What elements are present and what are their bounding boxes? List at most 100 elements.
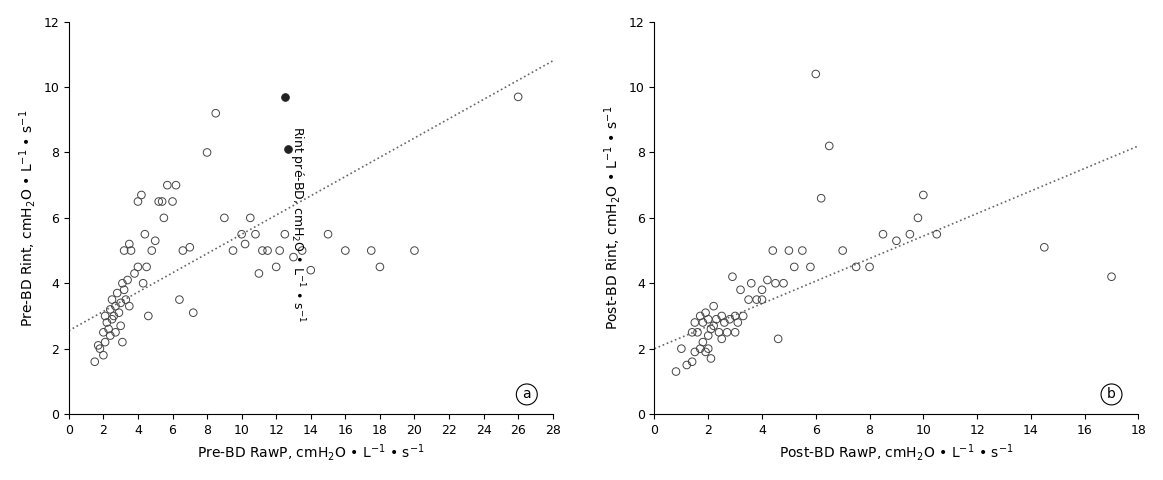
Point [129, 263, 148, 271]
Point [697, 348, 715, 356]
Point [758, 276, 777, 284]
Point [927, 230, 946, 238]
Point [705, 302, 723, 310]
Point [683, 328, 701, 336]
Point [691, 345, 709, 352]
Point [847, 263, 865, 271]
Point [115, 286, 134, 294]
Point [779, 247, 798, 254]
Point [763, 247, 782, 254]
Point [133, 191, 151, 199]
Point [149, 198, 167, 205]
Point [94, 328, 113, 336]
Point [693, 338, 712, 346]
Point [666, 368, 685, 375]
Point [108, 289, 127, 297]
Point [101, 306, 120, 313]
Point [685, 348, 704, 356]
Point [914, 191, 933, 199]
Point [91, 345, 109, 352]
Point [509, 93, 528, 101]
Point [99, 325, 117, 333]
Point [742, 279, 761, 287]
Point [158, 181, 177, 189]
Point [740, 296, 758, 303]
Point [101, 332, 120, 339]
Point [683, 358, 701, 366]
Point [697, 309, 715, 316]
Point [785, 263, 804, 271]
Point [701, 355, 720, 362]
Point [106, 328, 124, 336]
X-axis label: Post-BD RawP, cmH$_2$O • L$^{-1}$ • s$^{-1}$: Post-BD RawP, cmH$_2$O • L$^{-1}$ • s$^{… [779, 443, 1014, 463]
Point [715, 319, 734, 326]
Point [707, 315, 726, 323]
Point [806, 70, 825, 78]
Point [109, 309, 128, 316]
Point [94, 351, 113, 359]
X-axis label: Pre-BD RawP, cmH$_2$O • L$^{-1}$ • s$^{-1}$: Pre-BD RawP, cmH$_2$O • L$^{-1}$ • s$^{-… [197, 443, 424, 463]
Point [701, 325, 720, 333]
Point [120, 302, 138, 310]
Point [873, 230, 892, 238]
Point [140, 312, 158, 320]
Point [405, 247, 423, 254]
Point [1103, 273, 1121, 280]
Point [122, 247, 141, 254]
Point [112, 322, 130, 330]
Point [143, 247, 162, 254]
Point [861, 263, 879, 271]
Point [173, 247, 192, 254]
Point [336, 247, 355, 254]
Point [766, 279, 785, 287]
Text: Rint pré-BD, cmH$_2$O • L$^{-1}$ • s$^{-1}$: Rint pré-BD, cmH$_2$O • L$^{-1}$ • s$^{-… [287, 126, 307, 323]
Point [206, 109, 224, 117]
Point [693, 319, 712, 326]
Point [677, 361, 695, 369]
Point [155, 214, 173, 222]
Point [129, 198, 148, 205]
Point [699, 345, 718, 352]
Point [688, 328, 707, 336]
Point [732, 286, 750, 294]
Point [113, 279, 131, 287]
Point [812, 194, 830, 202]
Point [98, 319, 116, 326]
Point [713, 335, 732, 343]
Point [293, 247, 312, 254]
Point [95, 312, 114, 320]
Point [119, 276, 137, 284]
Point [284, 253, 302, 261]
Point [362, 247, 380, 254]
Point [113, 338, 131, 346]
Point [793, 247, 812, 254]
Point [769, 335, 787, 343]
Point [136, 230, 155, 238]
Point [887, 237, 906, 245]
Point [279, 145, 298, 153]
Point [180, 243, 199, 251]
Point [820, 142, 839, 150]
Point [241, 214, 259, 222]
Point [752, 286, 771, 294]
Point [163, 198, 181, 205]
Point [699, 315, 718, 323]
Y-axis label: Post-BD Rint, cmH$_2$O • L$^{-1}$ • s$^{-1}$: Post-BD Rint, cmH$_2$O • L$^{-1}$ • s$^{… [602, 106, 623, 330]
Point [691, 312, 709, 320]
Point [152, 198, 171, 205]
Point [752, 296, 771, 303]
Point [115, 247, 134, 254]
Point [1035, 243, 1054, 251]
Point [728, 319, 747, 326]
Point [254, 247, 272, 254]
Point [801, 263, 820, 271]
Point [371, 263, 390, 271]
Point [834, 247, 852, 254]
Point [106, 302, 124, 310]
Point [170, 296, 188, 303]
Point [908, 214, 927, 222]
Point [266, 263, 285, 271]
Point [126, 270, 144, 277]
Point [900, 230, 919, 238]
Point [112, 299, 130, 307]
